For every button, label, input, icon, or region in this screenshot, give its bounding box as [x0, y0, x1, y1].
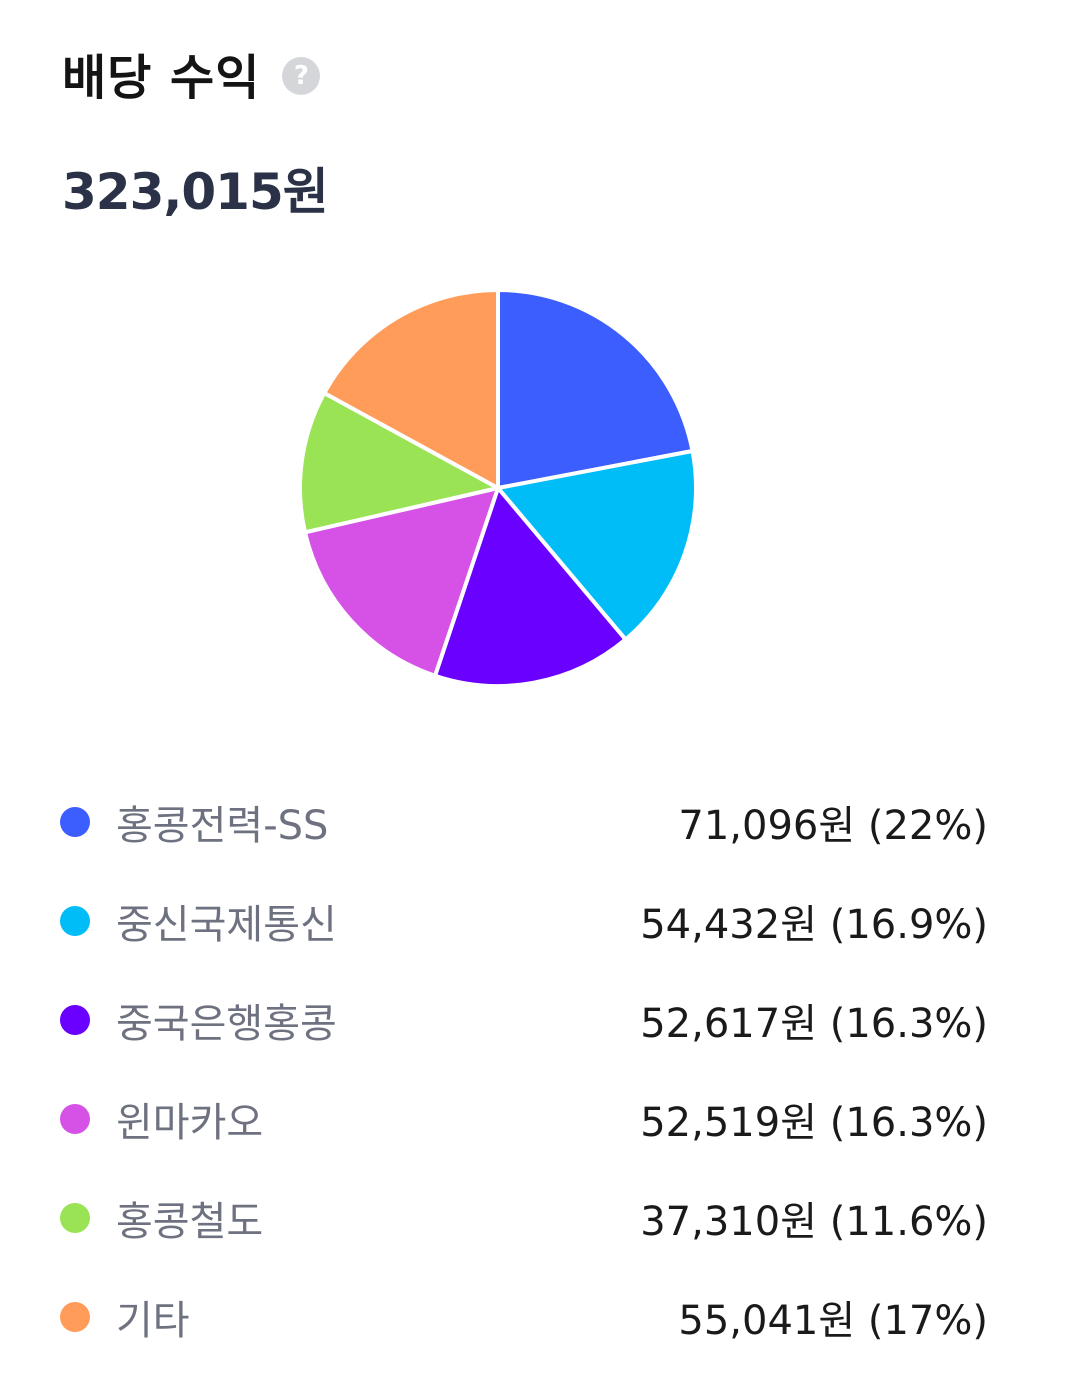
legend-percent: (16.3%) [829, 1000, 988, 1047]
legend-percent: (22%) [867, 802, 988, 849]
legend-color-dot [60, 1004, 90, 1035]
pie-slice[interactable] [298, 391, 500, 535]
legend-item[interactable]: 중국은행홍콩 52,617원 (16.3%) [60, 970, 988, 1069]
pie-slice[interactable] [303, 486, 500, 678]
legend-value: 52,617원 (16.3%) [640, 991, 988, 1049]
pie-slice[interactable] [496, 288, 695, 490]
legend-value: 54,432원 (16.9%) [640, 892, 988, 950]
legend-value: 37,310원 (11.6%) [640, 1189, 988, 1247]
legend-amount: 52,519원 [640, 1099, 817, 1146]
legend-percent: (11.6%) [829, 1198, 988, 1245]
pie-chart [290, 280, 706, 696]
pie-slice[interactable] [322, 288, 500, 490]
legend-item[interactable]: 중신국제통신 54,432원 (16.9%) [60, 871, 988, 970]
legend-percent: (17%) [867, 1297, 988, 1344]
legend-label: 중국은행홍콩 [116, 1000, 337, 1047]
legend-label: 윈마카오 [116, 1099, 264, 1146]
legend-value: 52,519원 (16.3%) [640, 1090, 988, 1148]
legend-value: 71,096원 (22%) [678, 793, 988, 851]
legend-label: 홍콩철도 [116, 1198, 264, 1245]
page-title: 배당 수익 [62, 50, 261, 106]
legend-amount: 52,617원 [640, 1000, 817, 1047]
legend-amount: 71,096원 [678, 802, 856, 849]
legend-color-dot [60, 1202, 90, 1233]
legend-label: 기타 [116, 1297, 190, 1344]
legend-value: 55,041원 (17%) [678, 1288, 988, 1346]
legend: 홍콩전력-SS 71,096원 (22%) 중신국제통신 54,432원 (16.9%… [60, 772, 988, 1366]
legend-color-dot [60, 806, 90, 837]
help-icon[interactable]: ? [282, 57, 321, 95]
legend-label: 중신국제통신 [116, 901, 337, 948]
legend-amount: 37,310원 [640, 1198, 817, 1245]
legend-item[interactable]: 윈마카오 52,519원 (16.3%) [60, 1069, 988, 1168]
legend-color-dot [60, 1103, 90, 1134]
legend-amount: 55,041원 [678, 1297, 856, 1344]
legend-color-dot [60, 905, 90, 936]
legend-color-dot [60, 1301, 90, 1332]
legend-item[interactable]: 홍콩전력-SS 71,096원 (22%) [60, 772, 988, 871]
legend-label: 홍콩전력-SS [116, 802, 329, 849]
legend-amount: 54,432원 [640, 901, 817, 948]
legend-item[interactable]: 홍콩철도 37,310원 (11.6%) [60, 1168, 988, 1267]
legend-item[interactable]: 기타 55,041원 (17%) [60, 1267, 988, 1366]
header: 배당 수익 ? [62, 38, 321, 108]
pie-slice[interactable] [496, 449, 698, 642]
pie-chart-svg [298, 288, 698, 688]
legend-percent: (16.9%) [829, 901, 988, 948]
legend-percent: (16.3%) [829, 1099, 988, 1146]
total-dividend-amount: 323,015원 [62, 163, 329, 221]
